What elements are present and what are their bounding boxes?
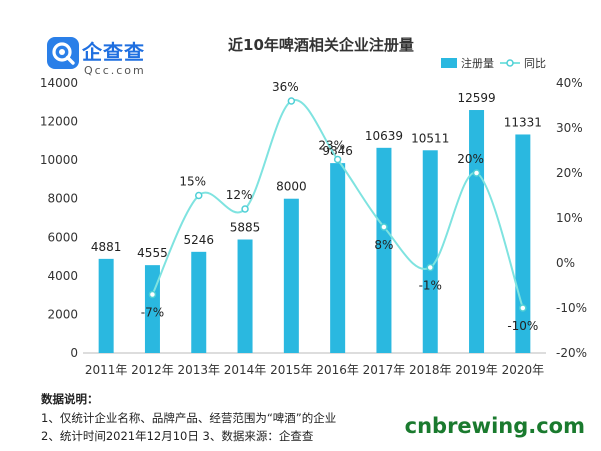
- x-tick-label: 2018年: [409, 363, 452, 377]
- bar-value-label: 11331: [504, 115, 542, 129]
- yoy-point: [148, 290, 157, 299]
- x-tick-label: 2020年: [502, 363, 545, 377]
- y-left-tick-label: 6000: [47, 230, 78, 244]
- y-right-tick-label: 20%: [556, 166, 583, 180]
- yoy-value-label: -7%: [141, 306, 164, 320]
- qcc-logo: 企查查 Qcc.com: [46, 36, 150, 82]
- logo-domain: Qcc.com: [84, 64, 146, 77]
- bar-value-label: 4555: [137, 246, 168, 260]
- yoy-point: [426, 263, 434, 272]
- x-axis-ticks: 2011年 2012年 2013年 2014年 2015年 2016年 2017年 2018年…: [85, 363, 544, 377]
- bar-value-label: 10639: [365, 129, 403, 143]
- bar: [283, 198, 299, 353]
- watermark: cnbrewing.com: [404, 414, 585, 438]
- chart-title: 近10年啤酒相关企业注册量: [228, 36, 414, 54]
- y-axis-right: -20% -10% 0% 10% 20% 30% 40%: [556, 76, 587, 360]
- x-tick-label: 2011年: [85, 363, 128, 377]
- chart: 近10年啤酒相关企业注册量 注册量 同比 0 2000 4000 6000 8000 10…: [40, 36, 587, 377]
- x-tick-label: 2015年: [270, 363, 313, 377]
- x-tick-label: 2012年: [131, 363, 174, 377]
- y-right-tick-label: 40%: [556, 76, 583, 90]
- bar: [376, 147, 392, 353]
- y-right-tick-label: 30%: [556, 121, 583, 135]
- yoy-value-label: 15%: [179, 175, 206, 189]
- yoy-value-label: -1%: [419, 279, 442, 293]
- bar-value-label: 5885: [230, 221, 261, 235]
- y-right-tick-label: 10%: [556, 211, 583, 225]
- legend: 注册量 同比: [441, 56, 546, 70]
- notes-line-1: 1、仅统计企业名称、品牌产品、经营范围为“啤酒”的企业: [41, 411, 337, 425]
- bar-value-label: 12599: [457, 91, 495, 105]
- y-right-tick-label: -20%: [556, 346, 587, 360]
- yoy-value-label: 36%: [272, 80, 299, 94]
- yoy-point: [333, 155, 342, 164]
- notes-line-2: 2、统计时间2021年12月10日 3、数据来源：企查查: [41, 429, 314, 443]
- yoy-point: [195, 191, 203, 200]
- bar: [330, 163, 346, 353]
- bar: [422, 150, 438, 353]
- bar-value-label: 10511: [411, 131, 449, 145]
- legend-bar-swatch: [441, 58, 457, 68]
- y-left-tick-label: 2000: [47, 307, 78, 321]
- bar: [469, 110, 485, 353]
- bar-value-label: 4881: [91, 240, 122, 254]
- legend-line-label: 同比: [524, 57, 546, 70]
- x-tick-label: 2016年: [316, 363, 359, 377]
- y-left-tick-label: 8000: [47, 192, 78, 206]
- y-left-tick-label: 12000: [40, 115, 78, 129]
- y-left-tick-label: 4000: [47, 269, 78, 283]
- yoy-point: [287, 97, 296, 105]
- yoy-point: [519, 304, 527, 312]
- y-right-tick-label: -10%: [556, 301, 587, 315]
- x-tick-label: 2013年: [177, 363, 220, 377]
- y-left-tick-label: 14000: [40, 76, 78, 90]
- logo-text: 企查查: [82, 40, 145, 64]
- magnifier-logo-icon: [47, 37, 79, 69]
- line-series: -7% 15% 12% 36% 23% 8% -1% 20% -10%: [141, 80, 539, 333]
- yoy-value-label: 8%: [374, 238, 393, 252]
- yoy-point: [380, 223, 388, 231]
- bar: [98, 258, 114, 353]
- notes-title: 数据说明：: [41, 392, 99, 406]
- bar-value-label: 8000: [276, 180, 307, 194]
- bar-series: [98, 110, 531, 353]
- bar: [237, 239, 253, 353]
- legend-line-marker: [506, 59, 514, 67]
- yoy-value-label: 20%: [457, 152, 484, 166]
- yoy-value-label: 23%: [318, 139, 345, 153]
- x-tick-label: 2014年: [224, 363, 267, 377]
- y-left-tick-label: 10000: [40, 153, 78, 167]
- yoy-value-label: 12%: [226, 188, 253, 202]
- x-tick-label: 2017年: [363, 363, 406, 377]
- y-right-tick-label: 0%: [556, 256, 575, 270]
- yoy-value-label: -10%: [507, 319, 538, 333]
- y-axis-left: 0 2000 4000 6000 8000 10000 12000 14000: [40, 76, 78, 360]
- y-left-tick-label: 0: [70, 346, 78, 360]
- legend-bar-label: 注册量: [461, 56, 494, 70]
- bar-value-label: 5246: [183, 233, 214, 247]
- x-tick-label: 2019年: [455, 363, 498, 377]
- bar: [191, 251, 207, 353]
- yoy-point: [241, 205, 249, 213]
- yoy-point: [472, 169, 481, 177]
